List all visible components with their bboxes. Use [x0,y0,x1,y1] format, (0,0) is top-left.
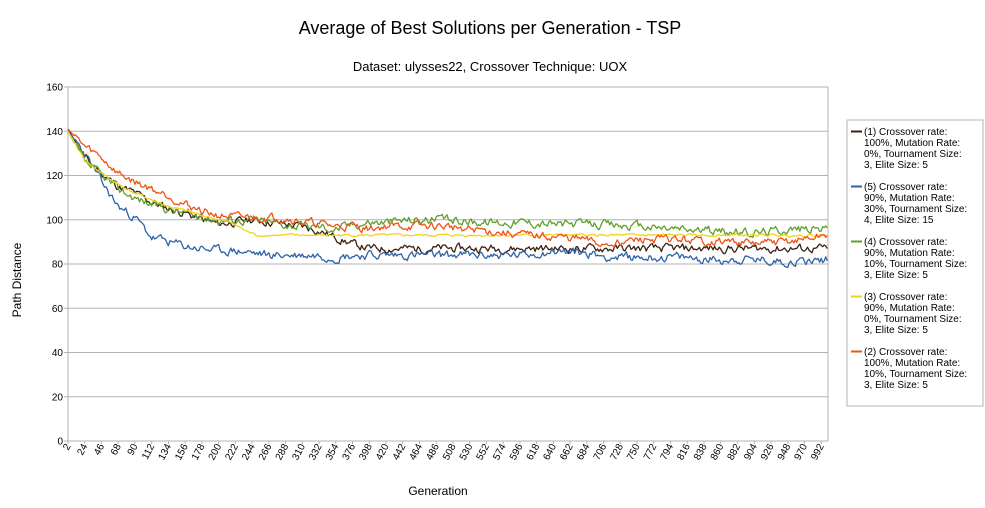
y-tick-label: 160 [46,83,63,94]
x-tick-label: 310 [290,442,308,462]
x-axis-label: Generation [408,484,467,498]
x-tick-label: 662 [558,442,576,462]
y-tick-label: 40 [52,348,64,359]
x-tick-label: 2 [61,442,74,452]
x-tick-label: 596 [508,442,526,462]
legend: (1) Crossover rate: 100%, Mutation Rate: 0… [846,119,984,407]
y-tick-label: 60 [52,304,64,315]
legend-entry-1: (1) Crossover rate: 100%, Mutation Rate: 0… [864,127,962,171]
x-tick-label: 244 [240,442,258,462]
x-tick-label: 706 [592,442,610,462]
x-tick-label: 948 [776,442,794,462]
x-tick-label: 112 [140,442,157,462]
x-tick-label: 24 [75,442,90,457]
y-tick-label: 80 [52,260,64,271]
x-tick-label: 354 [324,442,342,462]
x-tick-label: 970 [793,442,811,462]
x-tick-label: 926 [759,442,777,462]
legend-entry-5: (2) Crossover rate: 100%, Mutation Rate: 1… [864,347,967,391]
x-tick-label: 486 [424,442,442,462]
legend-box [846,119,984,407]
legend-entry-2: (5) Crossover rate: 90%, Mutation Rate: 30… [864,182,967,226]
gridlines [68,86,828,442]
series-line-2 [67,130,828,269]
x-tick-label: 68 [109,442,124,457]
x-tick-label: 90 [126,442,141,457]
x-tick-label: 684 [575,442,593,462]
x-tick-label: 222 [223,442,241,462]
x-tick-label: 860 [709,442,727,462]
x-tick-label: 376 [341,442,359,462]
x-tick-label: 442 [391,442,409,462]
x-tick-label: 794 [659,442,677,462]
series-line-4 [67,130,828,238]
x-tick-label: 530 [458,442,476,462]
legend-entry-4: (3) Crossover rate: 90%, Mutation Rate: 0%… [864,292,962,336]
x-tick-label: 46 [92,442,107,457]
y-axis-ticks: 0 20 40 60 80 100 120 140 160 [46,83,68,448]
x-tick-label: 420 [374,442,392,462]
x-tick-label: 816 [675,442,693,462]
chart-title: Average of Best Solutions per Generation… [299,18,682,38]
x-tick-label: 200 [207,442,225,462]
chart-subtitle: Dataset: ulysses22, Crossover Technique:… [353,59,628,74]
x-tick-label: 904 [742,442,760,462]
x-tick-label: 640 [541,442,559,462]
y-tick-label: 140 [46,127,63,138]
y-tick-label: 100 [46,215,63,226]
x-tick-label: 552 [475,442,493,462]
y-tick-label: 120 [46,171,63,182]
y-tick-label: 0 [57,437,63,448]
x-tick-label: 728 [608,442,626,462]
x-tick-label: 134 [157,442,175,462]
x-tick-label: 772 [642,442,660,462]
x-tick-label: 618 [525,442,543,462]
series-lines [67,128,828,269]
x-tick-label: 992 [809,442,827,462]
x-tick-label: 178 [190,442,208,462]
y-tick-label: 20 [52,392,64,403]
legend-entry-3: (4) Crossover rate: 90%, Mutation Rate: 10… [864,237,967,281]
x-tick-label: 398 [357,442,375,462]
x-tick-label: 156 [173,442,191,462]
x-tick-label: 266 [257,442,275,462]
x-tick-label: 508 [441,442,459,462]
x-tick-label: 882 [726,442,744,462]
x-tick-label: 288 [274,442,292,462]
x-tick-label: 838 [692,442,710,462]
x-axis-ticks: 2 24 46 68 90 112 134 156 178 200 222 244 266 288 310 3… [61,441,827,462]
x-tick-label: 574 [491,442,509,462]
x-tick-label: 464 [408,442,426,462]
series-line-5 [67,128,828,248]
y-axis-label: Path Distance [10,242,24,317]
x-tick-label: 750 [625,442,643,462]
series-line-3 [67,130,828,239]
series-line-1 [67,128,828,256]
x-tick-label: 332 [307,442,325,462]
